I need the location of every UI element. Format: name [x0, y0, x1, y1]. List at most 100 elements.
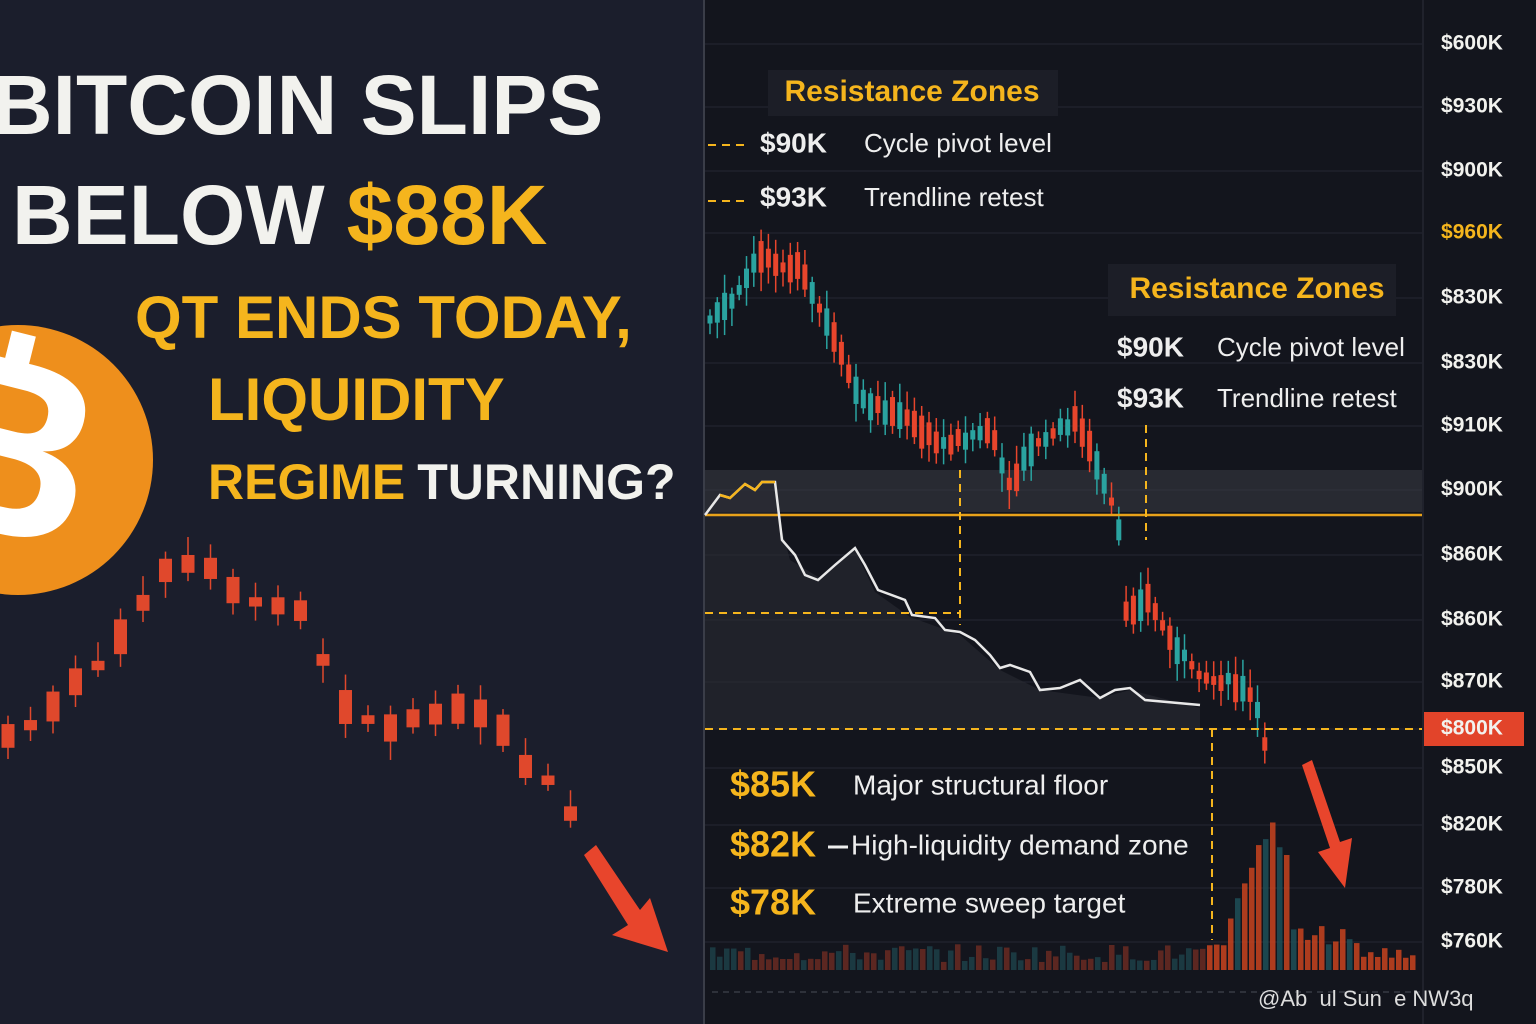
volume-bar — [836, 951, 842, 970]
level-price: $93K — [1117, 382, 1184, 413]
level-price: $90K — [1117, 331, 1184, 362]
headline-2: BELOW $88K — [12, 168, 547, 262]
level-label: Trendline retest — [864, 182, 1044, 212]
volume-bar — [1333, 941, 1339, 970]
volume-bar — [1221, 945, 1227, 970]
candle — [1240, 675, 1246, 702]
candle — [339, 690, 352, 724]
volume-bar — [1032, 947, 1038, 970]
candle — [1021, 446, 1027, 471]
axis-label: $870K — [1441, 670, 1503, 693]
candle — [751, 253, 757, 273]
candle — [860, 389, 866, 409]
candle — [519, 754, 532, 778]
volume-bar — [1053, 956, 1059, 970]
candle — [1247, 687, 1253, 702]
candle — [361, 715, 375, 724]
candle — [948, 434, 954, 455]
axis-label: $820K — [1441, 813, 1503, 836]
candle — [1174, 637, 1180, 665]
candle — [1145, 583, 1151, 613]
volume-bar — [815, 959, 821, 970]
candle — [1196, 670, 1202, 680]
level-label: Trendline retest — [1217, 383, 1397, 413]
volume-bar — [808, 958, 814, 970]
volume-bar — [1179, 954, 1185, 970]
candle — [1233, 674, 1239, 703]
volume-bar — [871, 953, 877, 970]
axis-label: $780K — [1441, 876, 1503, 899]
volume-bar — [738, 951, 744, 970]
volume-bar — [1095, 957, 1101, 970]
candle — [1087, 430, 1093, 462]
volume-bar — [1060, 945, 1066, 970]
volume-bar — [1102, 961, 1108, 970]
candle — [496, 714, 510, 746]
candle — [384, 714, 397, 742]
candle — [181, 554, 195, 573]
volume-bar — [1186, 948, 1192, 970]
candle — [795, 252, 801, 279]
candle — [773, 253, 779, 276]
candle — [429, 703, 442, 725]
volume-bar — [885, 950, 891, 970]
support-label: High-liquidity demand zone — [851, 829, 1189, 860]
volume-bar — [983, 958, 989, 970]
candle — [926, 422, 932, 446]
candle — [406, 709, 420, 728]
level-price: $90K — [760, 127, 827, 158]
candle — [941, 437, 947, 449]
volume-bar — [822, 951, 828, 970]
candle — [1043, 432, 1049, 447]
volume-bar — [1018, 960, 1024, 970]
candle — [904, 409, 910, 426]
candle — [1160, 620, 1166, 631]
subhead-1: QT ENDS TODAY, — [135, 284, 632, 351]
volume-bar — [1305, 939, 1311, 970]
volume-bar — [1081, 959, 1087, 970]
volume-bar — [969, 956, 975, 970]
left-candles — [1, 537, 577, 828]
volume-bar — [1067, 952, 1073, 970]
volume-bar — [1389, 957, 1395, 970]
candle — [846, 364, 852, 383]
volume-bar — [1382, 948, 1388, 970]
volume-bar — [955, 944, 961, 970]
candle — [1123, 601, 1129, 621]
subhead-3: REGIME TURNING? — [208, 454, 676, 510]
volume-bar — [1158, 950, 1164, 970]
candle — [249, 597, 262, 607]
candle — [474, 699, 487, 728]
volume-bar — [997, 946, 1003, 970]
zones-box — [1108, 264, 1396, 316]
candle — [765, 248, 771, 268]
volume-bar — [1137, 960, 1143, 970]
candle — [802, 264, 808, 290]
volume-bar — [1354, 943, 1360, 970]
candle — [1218, 675, 1224, 692]
candle — [787, 254, 793, 283]
candle — [890, 397, 895, 426]
candle — [722, 292, 728, 321]
volume-bar — [1326, 944, 1332, 970]
candle — [1152, 603, 1158, 621]
candle — [1211, 676, 1217, 685]
volume-bar — [913, 948, 919, 970]
candle — [1116, 519, 1122, 541]
volume-bar — [1249, 867, 1255, 970]
zones-title: Resistance Zones — [784, 75, 1039, 108]
subhead-turning: TURNING? — [417, 454, 675, 510]
candle — [541, 775, 555, 785]
axis-label: $900K — [1441, 478, 1503, 501]
volume-bar — [1242, 883, 1248, 970]
axis-label: $860K — [1441, 608, 1503, 631]
volume-bar — [801, 960, 807, 970]
volume-bar — [1025, 959, 1031, 970]
zones-box — [768, 70, 1058, 116]
volume-bar — [1410, 955, 1416, 970]
candle — [831, 322, 837, 352]
candle — [707, 315, 713, 324]
volume-bar — [1207, 945, 1213, 970]
candle — [911, 410, 917, 438]
candle — [1130, 595, 1136, 625]
